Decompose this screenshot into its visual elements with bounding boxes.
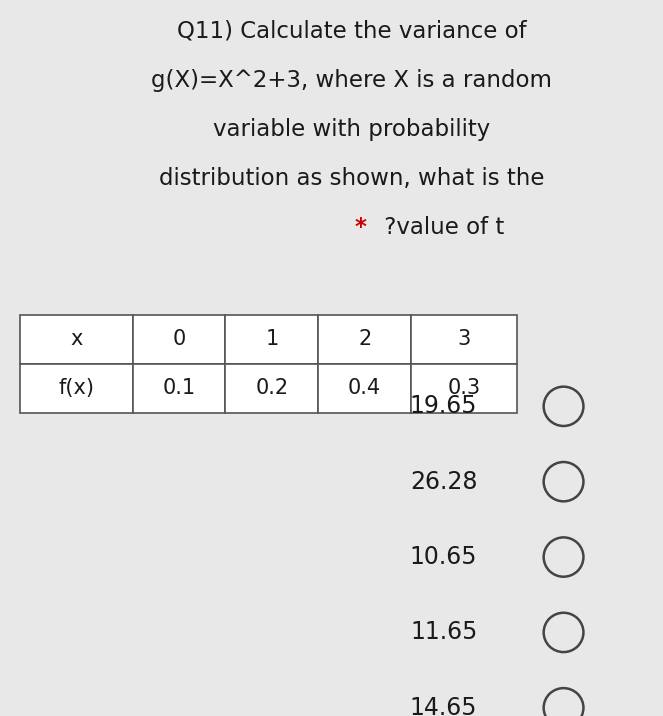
Text: ?value of t: ?value of t: [377, 216, 504, 239]
Text: 19.65: 19.65: [410, 395, 477, 418]
Text: 14.65: 14.65: [410, 696, 477, 716]
FancyBboxPatch shape: [225, 364, 318, 413]
Text: *: *: [355, 216, 375, 239]
Text: 10.65: 10.65: [410, 545, 477, 569]
Text: 3: 3: [457, 329, 471, 349]
Text: 2: 2: [358, 329, 371, 349]
Text: 0: 0: [172, 329, 186, 349]
Text: g(X)=X^2+3, where X is a random: g(X)=X^2+3, where X is a random: [151, 69, 552, 92]
Text: 0.2: 0.2: [255, 378, 288, 398]
FancyBboxPatch shape: [133, 314, 225, 364]
FancyBboxPatch shape: [318, 364, 411, 413]
Text: distribution as shown, what is the: distribution as shown, what is the: [158, 167, 544, 190]
Text: 0.3: 0.3: [448, 378, 481, 398]
Text: 0.1: 0.1: [162, 378, 196, 398]
Text: 1: 1: [265, 329, 278, 349]
FancyBboxPatch shape: [318, 314, 411, 364]
Text: 26.28: 26.28: [410, 470, 477, 494]
Text: 0.4: 0.4: [348, 378, 381, 398]
FancyBboxPatch shape: [20, 314, 133, 364]
FancyBboxPatch shape: [411, 364, 517, 413]
Text: f(x): f(x): [58, 378, 94, 398]
Text: variable with probability: variable with probability: [213, 118, 490, 141]
Text: x: x: [70, 329, 82, 349]
FancyBboxPatch shape: [20, 364, 133, 413]
Text: Q11) Calculate the variance of: Q11) Calculate the variance of: [176, 19, 526, 43]
Text: 11.65: 11.65: [410, 621, 477, 644]
FancyBboxPatch shape: [225, 314, 318, 364]
FancyBboxPatch shape: [411, 314, 517, 364]
FancyBboxPatch shape: [133, 364, 225, 413]
